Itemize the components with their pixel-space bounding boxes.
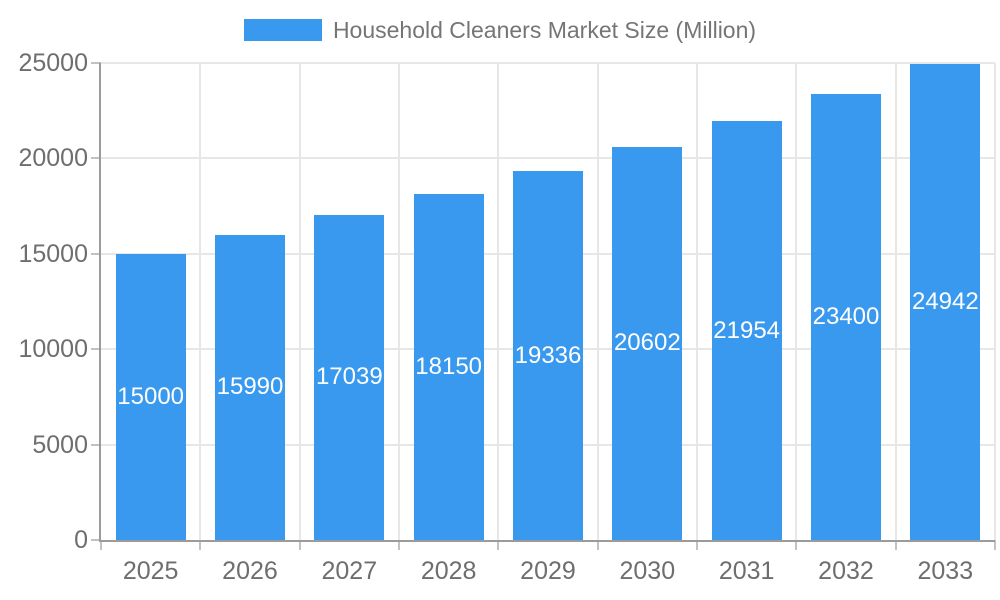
legend-swatch	[243, 19, 322, 41]
x-axis-tick	[696, 540, 698, 550]
x-tick-label: 2033	[917, 557, 974, 585]
bar: 24942	[910, 64, 981, 540]
y-tick-label: 5000	[32, 430, 88, 459]
x-axis-tick	[298, 540, 301, 550]
bar: 19336	[513, 171, 583, 540]
chart-legend[interactable]: Household Cleaners Market Size (Million)	[0, 14, 1000, 46]
legend-label: Household Cleaners Market Size (Million)	[332, 16, 757, 43]
y-gridline	[101, 157, 995, 160]
y-axis-tick	[91, 443, 101, 446]
y-axis-tick	[91, 62, 101, 64]
y-axis-tick	[91, 348, 101, 351]
bar: 15000	[115, 253, 186, 540]
bar-value-label: 20602	[613, 329, 681, 357]
x-gridline	[994, 63, 996, 540]
x-tick-label: 2026	[222, 557, 278, 585]
bar-value-label: 17039	[315, 363, 383, 391]
x-axis-tick	[199, 540, 202, 550]
y-tick-label: 0	[74, 526, 88, 554]
bar-value-label: 24942	[911, 288, 979, 316]
x-gridline	[497, 63, 500, 540]
x-axis-tick	[398, 540, 400, 550]
bar-value-label: 21954	[713, 316, 781, 344]
x-axis-tick	[894, 540, 897, 550]
y-axis-tick	[91, 252, 101, 255]
x-gridline	[596, 63, 599, 540]
bar-value-label: 15990	[216, 373, 284, 401]
y-tick-label: 25000	[18, 49, 88, 77]
x-axis-tick	[994, 540, 996, 550]
bar: 15990	[215, 234, 285, 540]
y-tick-label: 10000	[18, 335, 88, 364]
bar: 17039	[314, 214, 385, 540]
x-tick-label: 2029	[520, 557, 576, 585]
x-axis-tick	[497, 540, 500, 550]
bar: 21954	[711, 121, 782, 540]
bar: 20602	[612, 146, 683, 540]
x-tick-label: 2027	[321, 557, 378, 585]
y-gridline	[101, 62, 995, 64]
bar: 18150	[413, 193, 484, 540]
x-tick-label: 2030	[619, 557, 676, 585]
y-tick-label: 15000	[18, 239, 88, 268]
x-gridline	[894, 63, 897, 540]
x-gridline	[398, 63, 400, 540]
x-gridline	[199, 63, 202, 540]
x-tick-label: 2025	[122, 557, 179, 585]
bar-value-label: 23400	[812, 302, 880, 330]
x-axis-tick	[596, 540, 599, 550]
y-axis-tick	[91, 157, 101, 160]
x-gridline	[696, 63, 698, 540]
x-tick-label: 2032	[818, 557, 874, 585]
y-axis-line	[99, 63, 101, 542]
x-axis-tick	[100, 540, 102, 550]
x-gridline	[795, 63, 798, 540]
x-gridline	[298, 63, 301, 540]
bar-value-label: 18150	[415, 352, 483, 380]
x-tick-label: 2031	[718, 557, 775, 585]
bar-value-label: 19336	[514, 341, 582, 369]
x-axis-tick	[795, 540, 798, 550]
x-tick-label: 2028	[420, 557, 477, 585]
y-tick-label: 20000	[18, 144, 88, 173]
x-axis-line	[99, 540, 995, 542]
bar: 23400	[811, 93, 881, 540]
bar-value-label: 15000	[117, 382, 185, 410]
y-axis-tick	[91, 539, 101, 541]
